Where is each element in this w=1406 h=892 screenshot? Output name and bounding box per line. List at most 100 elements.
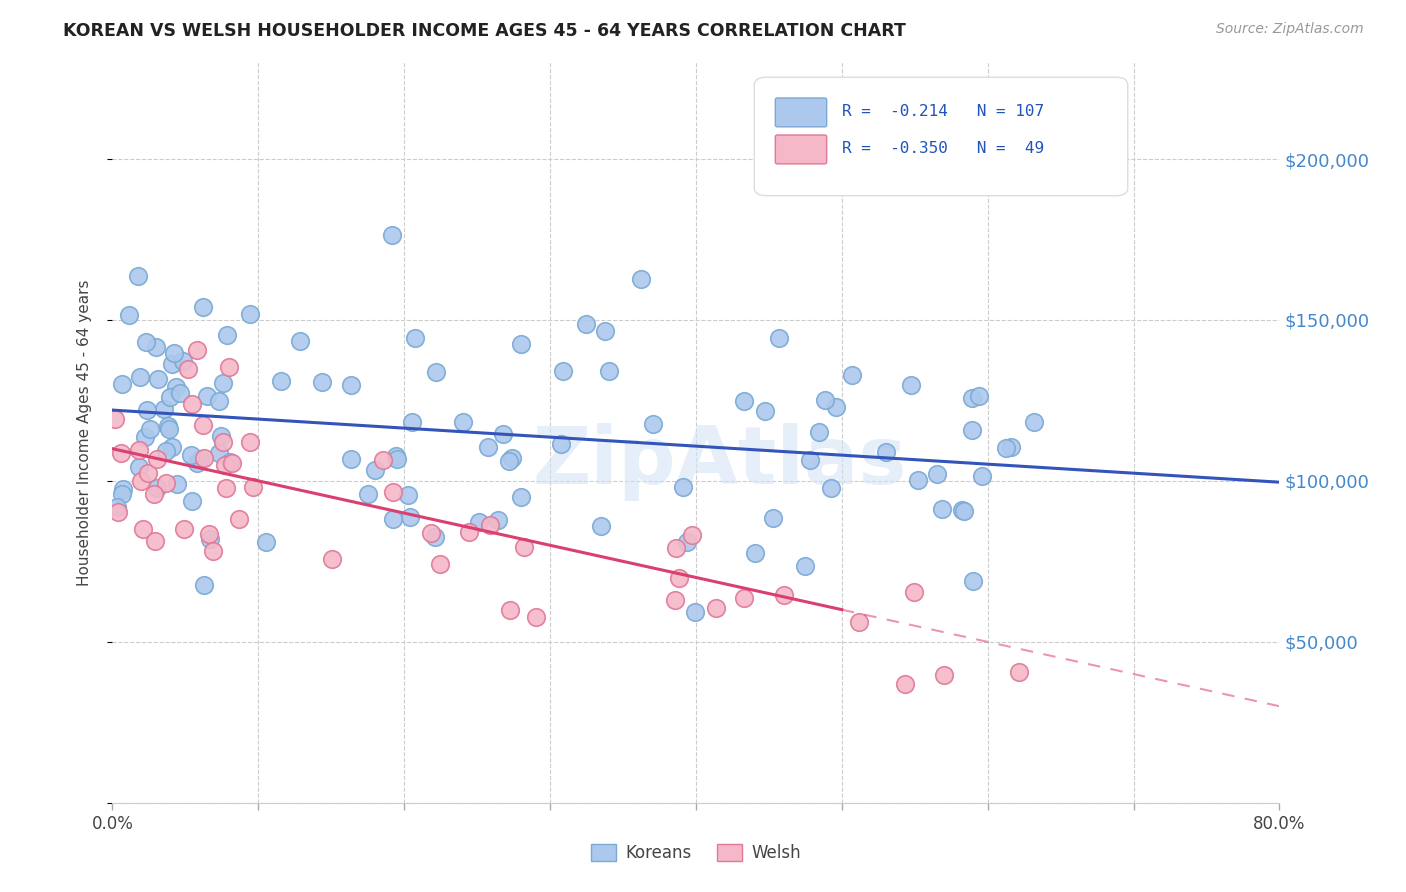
Point	[169, 386, 191, 401]
Point	[820, 481, 842, 495]
Point	[110, 446, 132, 460]
Point	[479, 517, 502, 532]
Point	[242, 480, 264, 494]
Point	[127, 269, 149, 284]
Point	[209, 428, 232, 442]
Point	[498, 454, 520, 468]
Point	[510, 490, 533, 504]
Point	[215, 328, 238, 343]
Point	[364, 463, 387, 477]
Point	[799, 453, 821, 467]
Point	[733, 394, 755, 409]
Point	[180, 448, 202, 462]
Point	[218, 360, 240, 375]
Point	[733, 591, 755, 606]
Point	[181, 494, 204, 508]
Point	[595, 324, 617, 338]
Point	[952, 504, 974, 518]
Point	[143, 534, 166, 549]
Point	[146, 481, 169, 495]
Point	[201, 544, 224, 558]
Point	[212, 434, 235, 449]
Point	[1008, 665, 1031, 679]
Point	[972, 469, 994, 483]
Point	[925, 467, 948, 482]
Point	[900, 378, 922, 392]
Point	[156, 419, 179, 434]
Point	[510, 337, 533, 351]
Point	[664, 592, 686, 607]
Point	[704, 601, 727, 615]
Text: Source: ZipAtlas.com: Source: ZipAtlas.com	[1216, 22, 1364, 37]
FancyBboxPatch shape	[755, 78, 1128, 195]
Point	[160, 358, 183, 372]
Point	[214, 458, 236, 472]
Point	[146, 451, 169, 466]
Point	[290, 334, 312, 349]
Point	[198, 527, 221, 541]
Point	[239, 435, 262, 450]
Point	[239, 308, 262, 322]
Point	[177, 361, 200, 376]
Point	[591, 518, 613, 533]
Point	[907, 473, 929, 487]
Point	[181, 397, 204, 411]
Point	[186, 343, 208, 357]
Point	[136, 402, 159, 417]
Point	[191, 300, 214, 314]
Point	[111, 487, 134, 501]
Point	[208, 394, 231, 409]
Point	[153, 401, 176, 416]
Point	[848, 615, 870, 629]
Point	[502, 450, 524, 465]
Point	[875, 444, 897, 458]
Text: ZipAtlas: ZipAtlas	[531, 423, 907, 501]
Point	[512, 541, 534, 555]
Point	[155, 475, 177, 490]
Point	[381, 485, 404, 500]
Y-axis label: Householder Income Ages 45 - 64 years: Householder Income Ages 45 - 64 years	[77, 279, 91, 586]
Point	[404, 330, 426, 344]
Point	[553, 364, 575, 378]
Point	[381, 512, 404, 526]
Point	[498, 602, 520, 616]
Point	[195, 389, 218, 403]
Point	[451, 415, 474, 429]
Point	[423, 530, 446, 544]
Point	[477, 441, 499, 455]
Point	[401, 415, 423, 429]
Point	[136, 466, 159, 480]
Point	[339, 452, 361, 467]
Point	[960, 423, 983, 437]
Point	[384, 449, 406, 463]
Point	[492, 427, 515, 442]
Point	[399, 510, 422, 524]
FancyBboxPatch shape	[775, 98, 827, 127]
Point	[425, 365, 447, 379]
Point	[208, 446, 231, 460]
Point	[381, 228, 404, 243]
Point	[107, 505, 129, 519]
Point	[311, 375, 333, 389]
Point	[110, 376, 132, 391]
Point	[575, 317, 598, 331]
Point	[524, 610, 547, 624]
Point	[598, 364, 620, 378]
Point	[468, 515, 491, 529]
Point	[193, 417, 215, 432]
Point	[950, 503, 973, 517]
Point	[429, 557, 451, 571]
Point	[193, 578, 215, 592]
Point	[744, 546, 766, 560]
Point	[321, 552, 343, 566]
Point	[163, 345, 186, 359]
Point	[813, 393, 835, 408]
Point	[173, 522, 195, 536]
Point	[200, 532, 222, 546]
Point	[166, 476, 188, 491]
Point	[172, 354, 194, 368]
Point	[995, 442, 1018, 456]
Point	[457, 524, 479, 539]
Point	[111, 482, 134, 496]
Legend: Koreans, Welsh: Koreans, Welsh	[583, 837, 808, 869]
